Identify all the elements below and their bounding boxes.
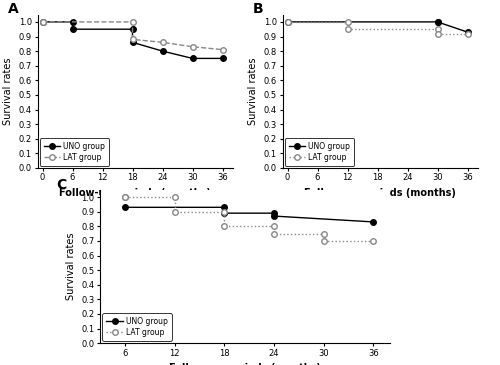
LAT group (122, 195, 128, 199)
UNO group (220, 56, 226, 61)
LAT group (220, 47, 226, 52)
UNO group (130, 40, 136, 45)
LAT group (320, 239, 326, 243)
LAT group (464, 31, 470, 36)
LAT group (370, 239, 376, 243)
LAT group (222, 224, 228, 228)
LAT group (172, 195, 177, 199)
LAT group (122, 195, 128, 199)
UNO group (190, 56, 196, 61)
Legend: UNO group, LAT group: UNO group, LAT group (285, 138, 354, 166)
LAT group (434, 27, 440, 31)
Legend: UNO group, LAT group: UNO group, LAT group (102, 313, 172, 341)
Y-axis label: Survival rates: Survival rates (66, 233, 76, 300)
UNO group (160, 49, 166, 53)
UNO group (70, 27, 75, 31)
Legend: UNO group, LAT group: UNO group, LAT group (40, 138, 109, 166)
Y-axis label: Survival rates: Survival rates (3, 58, 13, 125)
X-axis label: Follow-up periods (months): Follow-up periods (months) (169, 363, 321, 365)
LAT group (222, 210, 228, 214)
Line: LAT group: LAT group (284, 19, 470, 36)
LAT group (320, 231, 326, 236)
Y-axis label: Survival rates: Survival rates (248, 58, 258, 125)
UNO group (130, 27, 136, 31)
UNO group (434, 20, 440, 24)
LAT group (172, 210, 177, 214)
LAT group (344, 27, 350, 31)
Line: LAT group: LAT group (40, 19, 226, 53)
UNO group (271, 211, 277, 215)
LAT group (190, 45, 196, 49)
UNO group (434, 20, 440, 24)
UNO group (222, 205, 228, 210)
Text: C: C (56, 177, 67, 192)
LAT group (271, 224, 277, 228)
UNO group (40, 20, 46, 24)
Text: B: B (254, 2, 264, 16)
LAT group (284, 20, 290, 24)
LAT group (40, 20, 46, 24)
UNO group (222, 211, 228, 215)
Line: UNO group: UNO group (122, 204, 376, 225)
LAT group (344, 20, 350, 24)
LAT group (130, 20, 136, 24)
LAT group (434, 31, 440, 36)
Text: A: A (8, 2, 19, 16)
LAT group (130, 37, 136, 42)
LAT group (160, 40, 166, 45)
UNO group (271, 214, 277, 218)
X-axis label: Follow-up periods (months): Follow-up periods (months) (304, 188, 456, 198)
UNO group (464, 30, 470, 34)
UNO group (370, 220, 376, 224)
UNO group (284, 20, 290, 24)
UNO group (122, 205, 128, 210)
UNO group (70, 20, 75, 24)
X-axis label: Follow-up periods (months): Follow-up periods (months) (59, 188, 211, 198)
Line: UNO group: UNO group (40, 19, 226, 61)
Line: LAT group: LAT group (122, 194, 376, 244)
Line: UNO group: UNO group (284, 19, 470, 35)
LAT group (271, 231, 277, 236)
